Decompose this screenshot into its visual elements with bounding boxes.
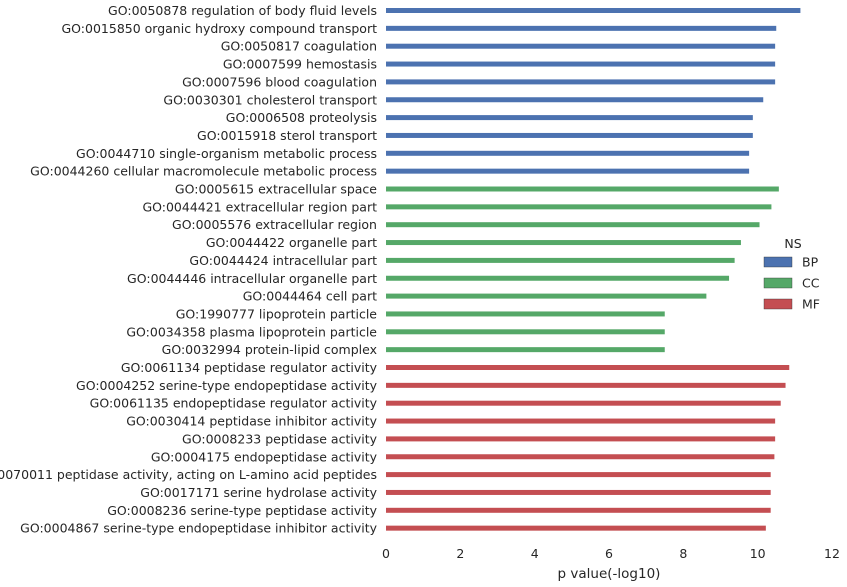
bar-cc [386,311,665,317]
category-label: GO:0017171 serine hydrolase activity [140,485,377,500]
x-tick-label: 10 [750,546,766,561]
bar-bp [386,168,750,174]
category-label: GO:0004252 serine-type endopeptidase act… [76,378,378,393]
bar-mf [386,382,786,388]
category-label: GO:0005576 extracellular region [172,217,377,232]
category-label: GO:0044710 single-organism metabolic pro… [76,146,377,161]
bar-cc [386,240,741,246]
bar-mf [386,525,766,531]
category-label: GO:0030301 cholesterol transport [163,92,377,107]
bar-mf [386,472,771,478]
bar-mf [386,365,790,370]
category-label: GO:0034358 plasma lipoprotein particle [126,324,377,339]
category-label: GO:0044421 extracellular region part [142,199,377,214]
x-tick-label: 12 [824,546,840,561]
bar-cc [386,275,730,281]
legend-swatch-cc [763,277,793,289]
x-tick-label: 0 [382,546,390,561]
category-label: GO:0044446 intracellular organelle part [127,271,377,286]
legend: NS BP CC MF [763,236,820,312]
bar-bp [386,79,776,85]
bar-bp [386,61,776,67]
category-label: GO:0044260 cellular macromolecule metabo… [30,164,377,179]
category-labels: GO:0050878 regulation of body fluid leve… [0,3,378,536]
legend-label-bp: BP [802,255,819,270]
category-label: GO:0004867 serine-type endopeptidase inh… [20,521,377,536]
legend-swatch-bp [763,256,793,268]
category-label: GO:0007596 blood coagulation [182,74,377,89]
bar-cc [386,347,665,353]
legend-label-cc: CC [802,276,820,291]
category-label: GO:0015850 organic hydroxy compound tran… [61,21,377,36]
bar-mf [386,507,771,513]
x-axis-ticks: 0 2 4 6 8 10 12 [382,546,840,561]
bar-bp [386,97,764,103]
category-label: GO:0061134 peptidase regulator activity [121,360,378,375]
category-label: GO:0015918 sterol transport [197,128,377,143]
bar-cc [386,186,779,192]
category-label: GO:0044422 organelle part [206,235,377,250]
bar-bp [386,8,801,13]
x-tick-label: 2 [456,546,464,561]
x-tick-label: 8 [679,546,687,561]
category-label: GO:0032994 protein-lipid complex [162,342,377,357]
legend-title: NS [784,236,801,251]
bar-bp [386,43,776,49]
bar-bp [386,150,750,156]
category-label: GO:0007599 hemostasis [223,57,377,72]
category-label: GO:0070011 peptidase activity, acting on… [0,467,377,482]
legend-label-mf: MF [802,297,820,312]
category-label: GO:0005615 extracellular space [175,182,377,197]
category-label: GO:0050878 regulation of body fluid leve… [108,3,377,18]
category-label: GO:0006508 proteolysis [226,110,377,125]
bar-cc [386,222,760,228]
category-label: GO:0050817 coagulation [221,39,377,54]
category-label: GO:0004175 endopeptidase activity [151,449,378,464]
category-label: GO:0030414 peptidase inhibitor activity [126,414,377,429]
category-label: GO:0044464 cell part [243,289,377,304]
bar-cc [386,329,665,335]
bar-mf [386,489,771,495]
category-label: GO:0061135 endopeptidase regulator activ… [90,396,378,411]
category-label: GO:0008233 peptidase activity [182,431,378,446]
bar-mf [386,418,776,424]
bar-mf [386,454,775,460]
legend-swatch-mf [763,298,793,310]
bar-cc [386,204,772,210]
bar-bp [386,132,753,138]
bar-cc [386,257,735,263]
x-axis-title: p value(-log10) [558,566,661,582]
bar-mf [386,400,781,406]
bars [386,8,801,531]
category-label: GO:0008236 serine-type peptidase activit… [107,503,377,518]
x-tick-label: 4 [531,546,539,561]
bar-bp [386,25,777,31]
bar-cc [386,293,707,299]
category-label: GO:1990777 lipoprotein particle [176,306,378,321]
bar-bp [386,115,753,121]
x-tick-label: 6 [605,546,613,561]
bar-mf [386,436,776,442]
category-label: GO:0044424 intracellular part [189,253,377,268]
